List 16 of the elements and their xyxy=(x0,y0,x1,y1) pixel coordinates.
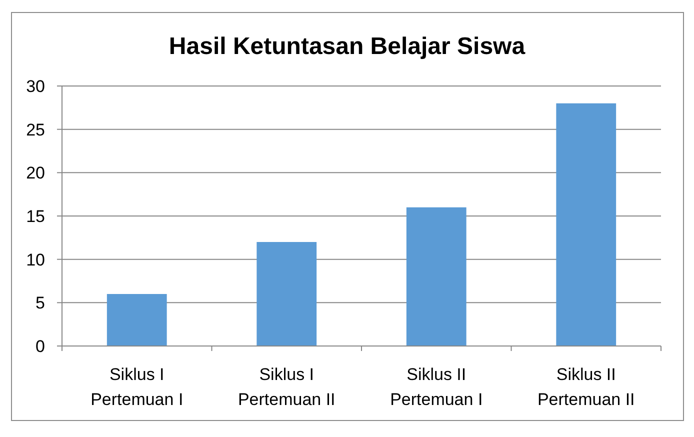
x-tick-label: Siklus II Pertemuan II xyxy=(537,365,635,409)
y-tick-label: 30 xyxy=(26,76,45,96)
bar xyxy=(406,207,466,346)
y-tick-label: 15 xyxy=(26,206,45,226)
bar xyxy=(256,242,317,346)
y-tick-label: 10 xyxy=(26,250,45,270)
y-tick-label: 0 xyxy=(36,336,45,356)
y-tick-label: 5 xyxy=(36,294,45,313)
x-tick-label: Siklus I Pertemuan I xyxy=(90,365,184,409)
y-tick-label: 20 xyxy=(26,164,45,183)
x-tick-label: Siklus II Pertemuan I xyxy=(390,365,483,409)
y-tick-label: 25 xyxy=(26,120,45,140)
bar xyxy=(106,294,167,346)
chart-title: Hasil Ketuntasan Belajar Siswa xyxy=(168,33,526,60)
bar xyxy=(556,103,616,346)
x-tick-label: Siklus I Pertemuan II xyxy=(238,365,336,409)
